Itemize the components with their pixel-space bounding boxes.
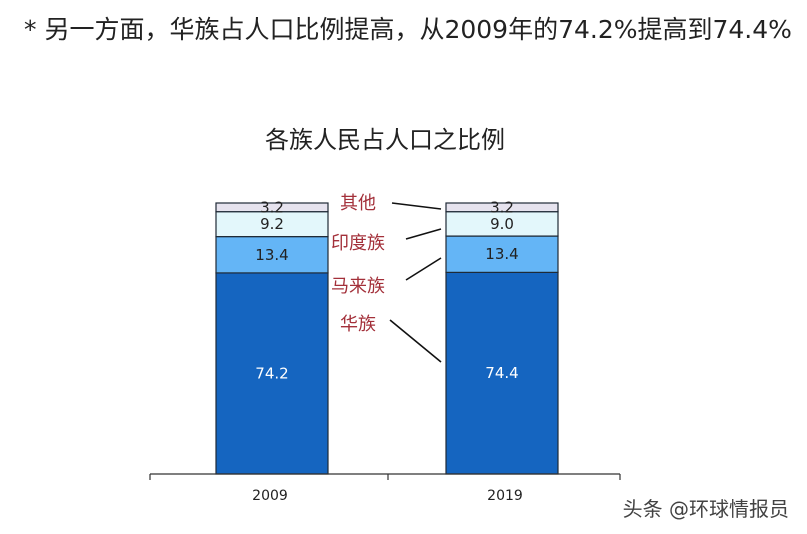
- legend-leader-line: [391, 202, 442, 210]
- legend-label: 华族: [340, 314, 376, 335]
- data-label: 74.2: [255, 364, 288, 382]
- legend-leader-line: [405, 228, 442, 240]
- headline-text: * 另一方面，华族占人口比例提高，从2009年的74.2%提高到74.4%: [24, 15, 792, 44]
- data-label: 74.4: [485, 364, 518, 382]
- legend-label: 马来族: [331, 276, 385, 297]
- watermark-text: 头条 @环球情报员: [622, 497, 789, 521]
- bar-segment: [445, 235, 559, 273]
- bar-segment: [215, 272, 329, 475]
- legend-leader-line: [405, 257, 442, 281]
- data-label: 13.4: [255, 246, 288, 264]
- legend-leader-line: [389, 319, 442, 363]
- data-label: 9.2: [260, 215, 284, 233]
- legend-label: 其他: [340, 193, 376, 214]
- data-label: 3.2: [490, 198, 514, 216]
- chart-title: 各族人民占人口之比例: [265, 126, 505, 154]
- data-label: 9.0: [490, 215, 514, 233]
- legend-label: 印度族: [331, 233, 385, 254]
- data-label: 13.4: [485, 245, 518, 263]
- data-label: 3.2: [260, 198, 284, 216]
- bar-segment: [215, 211, 329, 238]
- bar-segment: [445, 202, 559, 213]
- x-tick-label: 2019: [487, 488, 523, 504]
- x-axis: 2009 2019: [149, 473, 621, 504]
- bars-group: 74.213.49.23.274.413.49.03.2: [215, 198, 559, 475]
- bar-segment: [215, 202, 329, 213]
- x-tick-label: 2009: [252, 488, 288, 504]
